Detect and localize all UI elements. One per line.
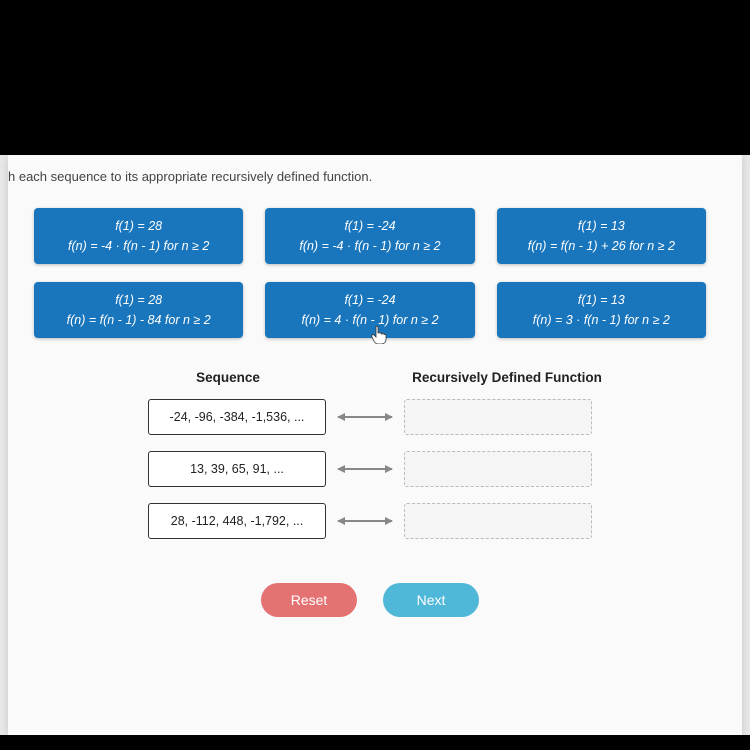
function-tile[interactable]: f(1) = 28 f(n) = -4 · f(n - 1) for n ≥ 2 (34, 208, 243, 264)
match-row: -24, -96, -384, -1,536, ... (148, 399, 592, 435)
sequence-box: 28, -112, 448, -1,792, ... (148, 503, 326, 539)
answer-tiles-grid: f(1) = 28 f(n) = -4 · f(n - 1) for n ≥ 2… (8, 208, 732, 338)
drop-target[interactable] (404, 451, 592, 487)
exercise-panel: h each sequence to its appropriate recur… (8, 155, 742, 735)
double-arrow-icon (338, 416, 392, 418)
reset-button[interactable]: Reset (261, 583, 357, 617)
letterbox-top (0, 0, 750, 155)
function-tile[interactable]: f(1) = 28 f(n) = f(n - 1) - 84 for n ≥ 2 (34, 282, 243, 338)
instruction-text: h each sequence to its appropriate recur… (8, 169, 732, 184)
tile-line2: f(n) = -4 · f(n - 1) for n ≥ 2 (40, 236, 237, 256)
letterbox-bottom (0, 735, 750, 750)
drop-target[interactable] (404, 503, 592, 539)
match-row: 28, -112, 448, -1,792, ... (148, 503, 592, 539)
tile-line1: f(1) = -24 (271, 290, 468, 310)
tile-line2: f(n) = f(n - 1) + 26 for n ≥ 2 (503, 236, 700, 256)
tile-line1: f(1) = 13 (503, 216, 700, 236)
function-tile[interactable]: f(1) = 13 f(n) = 3 · f(n - 1) for n ≥ 2 (497, 282, 706, 338)
sequence-header: Sequence (138, 370, 318, 385)
tile-line1: f(1) = 13 (503, 290, 700, 310)
tile-line1: f(1) = 28 (40, 290, 237, 310)
tile-line2: f(n) = -4 · f(n - 1) for n ≥ 2 (271, 236, 468, 256)
function-tile[interactable]: f(1) = -24 f(n) = 4 · f(n - 1) for n ≥ 2 (265, 282, 474, 338)
double-arrow-icon (338, 520, 392, 522)
function-header: Recursively Defined Function (412, 370, 602, 385)
tile-line1: f(1) = 28 (40, 216, 237, 236)
action-buttons: Reset Next (8, 583, 732, 617)
match-row: 13, 39, 65, 91, ... (148, 451, 592, 487)
sequence-box: -24, -96, -384, -1,536, ... (148, 399, 326, 435)
column-headers: Sequence Recursively Defined Function (8, 370, 732, 385)
pointer-cursor-icon (371, 326, 387, 352)
function-tile[interactable]: f(1) = 13 f(n) = f(n - 1) + 26 for n ≥ 2 (497, 208, 706, 264)
sequence-box: 13, 39, 65, 91, ... (148, 451, 326, 487)
next-button[interactable]: Next (383, 583, 479, 617)
drop-target[interactable] (404, 399, 592, 435)
match-rows: -24, -96, -384, -1,536, ... 13, 39, 65, … (8, 399, 732, 539)
double-arrow-icon (338, 468, 392, 470)
tile-line2: f(n) = 3 · f(n - 1) for n ≥ 2 (503, 310, 700, 330)
tile-line1: f(1) = -24 (271, 216, 468, 236)
function-tile[interactable]: f(1) = -24 f(n) = -4 · f(n - 1) for n ≥ … (265, 208, 474, 264)
tile-line2: f(n) = f(n - 1) - 84 for n ≥ 2 (40, 310, 237, 330)
